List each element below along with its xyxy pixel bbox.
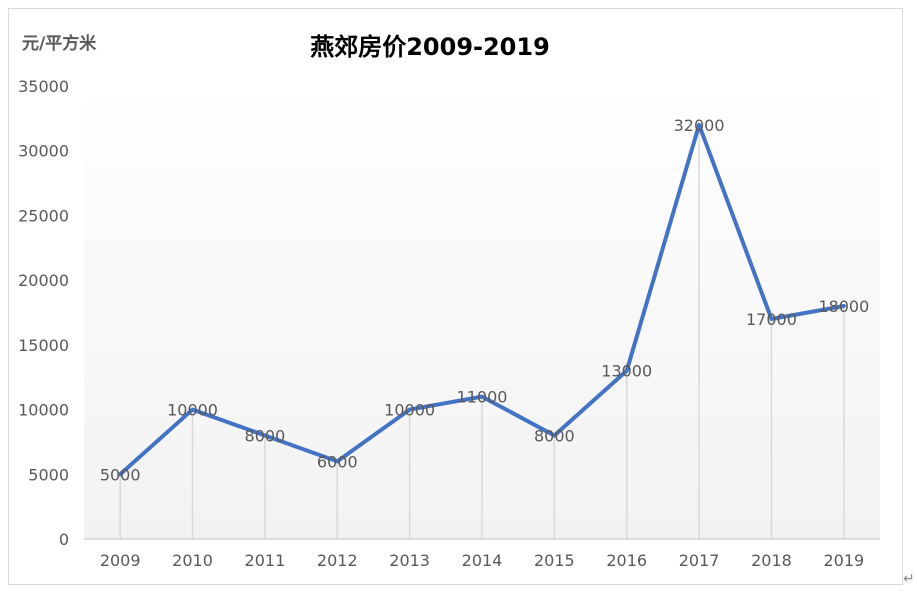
- y-tick-label: 30000: [18, 142, 69, 161]
- x-tick-label: 2010: [172, 551, 213, 570]
- x-axis-ticks: 2009 2010 2011 2012 2013 2014 2015 2016 2017 2018…: [100, 551, 864, 570]
- series-line: [118, 122, 846, 477]
- drop-lines: [119, 124, 845, 539]
- x-tick-label: 2019: [823, 551, 864, 570]
- x-tick-label: 2011: [245, 551, 286, 570]
- y-tick-label: 0: [59, 530, 69, 549]
- data-label: 13000: [601, 362, 652, 381]
- y-tick-label: 35000: [18, 77, 69, 96]
- chart-frame: [8, 8, 903, 585]
- y-tick-label: 25000: [18, 206, 69, 225]
- data-label: 10000: [167, 401, 218, 420]
- data-label: 8000: [534, 426, 575, 445]
- data-label: 10000: [384, 401, 435, 420]
- data-label: 32000: [674, 116, 725, 135]
- y-tick-label: 20000: [18, 271, 69, 290]
- data-label: 18000: [818, 297, 869, 316]
- data-label: 5000: [100, 465, 141, 484]
- y-tick-label: 10000: [18, 401, 69, 420]
- x-tick-label: 2018: [751, 551, 792, 570]
- y-tick-label: 15000: [18, 336, 69, 355]
- data-label: 6000: [317, 452, 358, 471]
- x-tick-label: 2014: [462, 551, 503, 570]
- x-tick-label: 2009: [100, 551, 141, 570]
- data-label: 17000: [746, 310, 797, 329]
- y-tick-label: 5000: [28, 465, 69, 484]
- paragraph-return-mark: ↵: [903, 571, 915, 587]
- x-tick-label: 2016: [606, 551, 647, 570]
- x-tick-label: 2013: [389, 551, 430, 570]
- data-label: 8000: [245, 426, 286, 445]
- x-tick-label: 2012: [317, 551, 358, 570]
- x-tick-label: 2015: [534, 551, 575, 570]
- x-tick-label: 2017: [679, 551, 720, 570]
- y-axis-unit-label: 元/平方米: [22, 33, 97, 54]
- chart-title: 燕郊房价2009-2019: [310, 33, 550, 61]
- data-label: 11000: [457, 388, 508, 407]
- data-labels: 5000 10000 8000 6000 10000 11000 8000 13000 3200…: [100, 116, 869, 484]
- y-axis-ticks: 0 5000 10000 15000 20000 25000 30000 35000: [18, 77, 69, 549]
